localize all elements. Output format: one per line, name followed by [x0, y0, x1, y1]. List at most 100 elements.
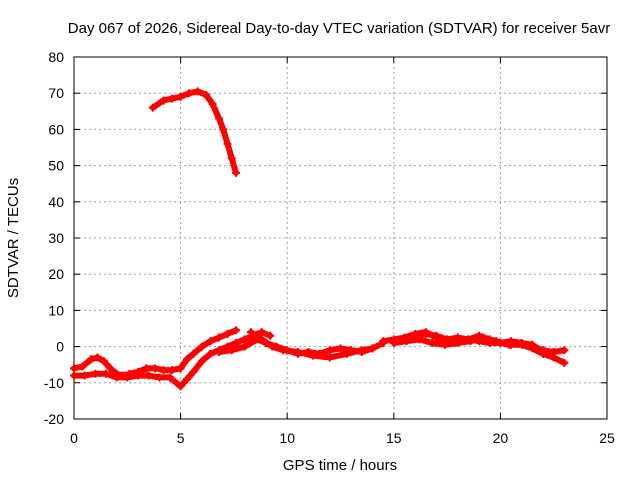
data-point-marker — [268, 342, 277, 351]
data-point-marker — [464, 335, 473, 344]
data-point-marker — [368, 344, 377, 353]
data-point-marker — [325, 353, 334, 362]
data-point-marker — [78, 362, 87, 371]
y-tick-label: 40 — [48, 194, 64, 210]
data-point-marker — [70, 371, 78, 380]
data-point-marker — [99, 357, 108, 366]
data-point-marker — [432, 333, 441, 342]
data-point-marker — [336, 344, 345, 353]
data-point-marker — [539, 349, 548, 358]
data-point-marker — [214, 348, 223, 357]
data-point-marker — [411, 329, 420, 338]
data-point-marker — [87, 355, 96, 364]
data-point-marker — [293, 348, 302, 357]
y-tick-label: 0 — [56, 339, 64, 355]
series-1 — [148, 87, 241, 177]
x-tick-label: 15 — [386, 430, 402, 446]
y-tick-label: 80 — [48, 49, 64, 65]
data-point-marker — [155, 373, 164, 382]
data-point-marker — [142, 364, 151, 373]
data-point-marker — [227, 346, 236, 355]
data-point-marker — [219, 125, 228, 134]
data-point-marker — [278, 346, 287, 355]
data-point-marker — [133, 371, 142, 380]
data-series — [70, 87, 569, 391]
data-point-marker — [193, 87, 202, 96]
data-point-marker — [257, 328, 266, 337]
data-point-marker — [227, 154, 236, 163]
data-point-marker — [421, 328, 430, 337]
data-point-marker — [189, 367, 198, 376]
data-point-marker — [443, 337, 452, 346]
data-point-marker — [80, 371, 89, 380]
series-5 — [246, 328, 377, 362]
data-point-marker — [159, 96, 168, 105]
data-point-marker — [560, 358, 569, 367]
data-point-marker — [70, 364, 78, 373]
data-point-marker — [496, 338, 505, 347]
data-point-marker — [232, 326, 241, 335]
data-point-marker — [232, 338, 241, 347]
y-tick-label: 50 — [48, 158, 64, 174]
data-point-marker — [182, 355, 191, 364]
data-point-marker — [389, 338, 398, 347]
data-point-marker — [168, 94, 177, 103]
data-point-marker — [453, 337, 462, 346]
y-axis-label: SDTVAR / TECUs — [5, 178, 22, 298]
data-point-marker — [214, 333, 223, 342]
data-point-marker — [257, 335, 266, 344]
data-point-marker — [485, 335, 494, 344]
data-point-marker — [357, 346, 366, 355]
data-point-marker — [208, 100, 217, 109]
x-tick-label: 20 — [493, 430, 509, 446]
data-point-marker — [176, 92, 185, 101]
series-line — [248, 329, 376, 361]
x-axis-label: GPS time / hours — [283, 457, 397, 474]
x-tick-label: 10 — [279, 430, 295, 446]
data-point-marker — [246, 328, 255, 337]
data-point-marker — [325, 346, 334, 355]
data-point-marker — [223, 329, 232, 338]
series-2 — [70, 326, 241, 380]
data-point-marker — [91, 369, 100, 378]
data-point-marker — [93, 353, 102, 362]
y-tick-label: 60 — [48, 121, 64, 137]
data-point-marker — [176, 364, 185, 373]
data-point-marker — [189, 349, 198, 358]
data-point-marker — [165, 373, 174, 382]
series-line — [71, 327, 239, 379]
data-point-marker — [112, 373, 121, 382]
data-point-marker — [415, 335, 424, 344]
data-point-marker — [379, 337, 388, 346]
data-point-marker — [232, 168, 241, 177]
data-point-marker — [266, 331, 275, 340]
data-point-marker — [428, 338, 437, 347]
y-tick-label: -10 — [44, 375, 64, 391]
chart-title: Day 067 of 2026, Sidereal Day-to-day VTE… — [68, 20, 610, 37]
x-tick-label: 0 — [70, 430, 78, 446]
data-point-marker — [517, 340, 526, 349]
x-tick-label: 25 — [599, 430, 615, 446]
data-point-marker — [206, 337, 215, 346]
data-point-marker — [185, 89, 194, 98]
data-point-marker — [400, 333, 409, 342]
data-point-marker — [202, 91, 211, 100]
data-point-marker — [308, 351, 317, 360]
series-8 — [400, 328, 558, 362]
axis-ticks: 0 5 10 15 20 25 -20 -10 0 10 20 30 40 50 60 70 80 — [44, 49, 615, 446]
data-point-marker — [176, 382, 185, 391]
data-point-marker — [206, 349, 215, 358]
data-point-marker — [101, 369, 110, 378]
y-tick-label: 10 — [48, 302, 64, 318]
data-point-marker — [123, 373, 132, 382]
data-point-marker — [560, 346, 569, 355]
x-tick-label: 5 — [177, 430, 185, 446]
data-point-marker — [342, 349, 351, 358]
data-point-marker — [240, 342, 249, 351]
data-point-marker — [151, 364, 160, 373]
y-tick-label: 70 — [48, 85, 64, 101]
series-line — [71, 329, 274, 390]
data-point-marker — [240, 335, 249, 344]
data-point-marker — [168, 366, 177, 375]
